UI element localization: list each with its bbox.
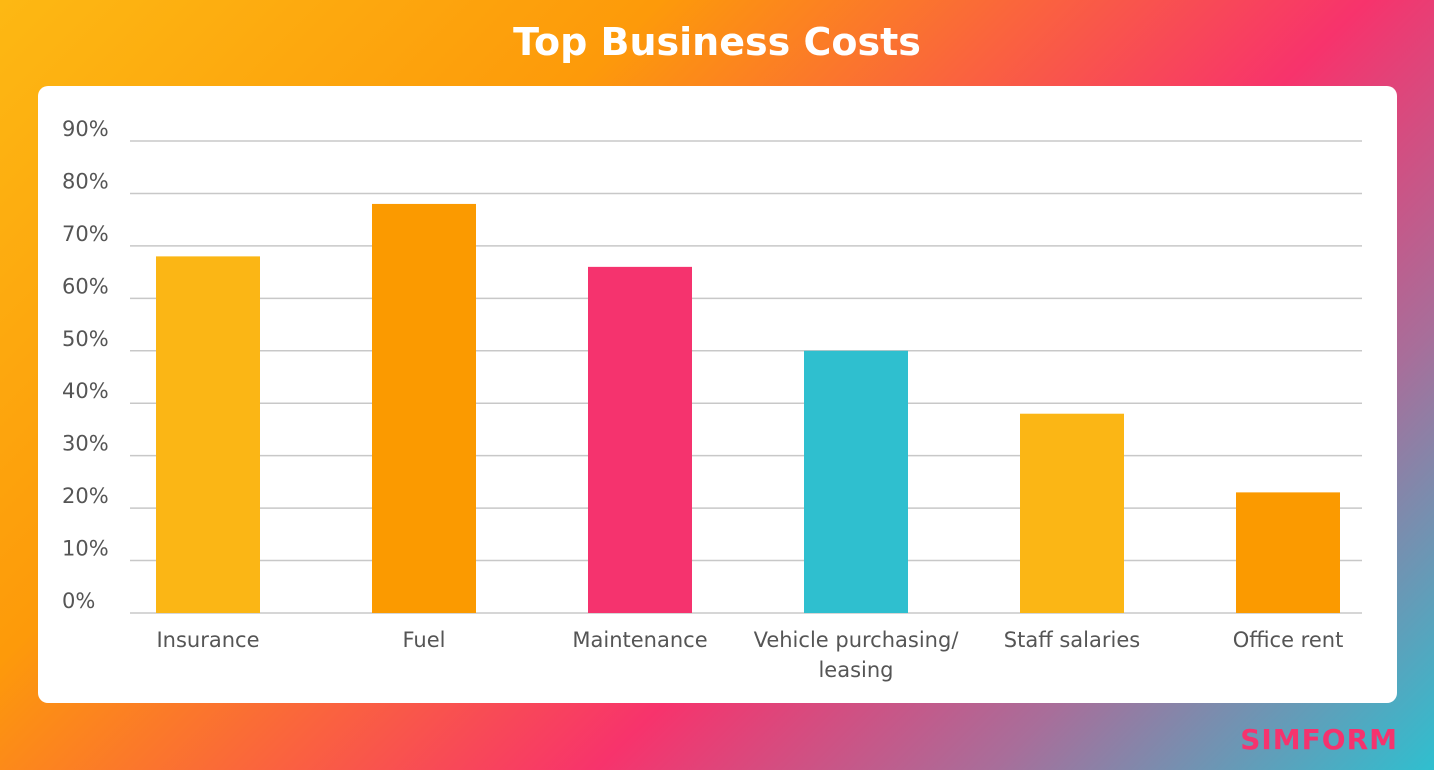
y-tick-label: 0% bbox=[62, 589, 95, 613]
y-tick-label: 80% bbox=[62, 169, 109, 193]
bar bbox=[156, 256, 260, 613]
bar bbox=[372, 203, 476, 613]
bar bbox=[588, 266, 692, 613]
y-tick-label: 30% bbox=[62, 432, 109, 456]
x-tick-label: Staff salaries bbox=[1003, 628, 1141, 652]
bar bbox=[804, 350, 908, 613]
chart-title: Top Business Costs bbox=[513, 20, 921, 64]
bar bbox=[1236, 492, 1340, 613]
y-tick-label: 60% bbox=[62, 274, 109, 298]
x-tick-label: Vehicle purchasing/ leasing bbox=[753, 628, 959, 682]
y-tick-label: 40% bbox=[62, 379, 109, 403]
logo: SIMFORM bbox=[1240, 723, 1398, 756]
x-tick-label: Fuel bbox=[402, 628, 446, 652]
y-tick-label: 90% bbox=[62, 117, 109, 141]
chart-card bbox=[38, 86, 1397, 703]
bar bbox=[1020, 413, 1124, 613]
x-tick-label: Insurance bbox=[156, 628, 260, 652]
y-tick-label: 70% bbox=[62, 222, 109, 246]
y-tick-label: 20% bbox=[62, 484, 109, 508]
x-tick-label: Office rent bbox=[1232, 628, 1344, 652]
y-tick-label: 10% bbox=[62, 537, 109, 561]
y-tick-label: 50% bbox=[62, 327, 109, 351]
x-tick-label: Maintenance bbox=[572, 628, 708, 652]
